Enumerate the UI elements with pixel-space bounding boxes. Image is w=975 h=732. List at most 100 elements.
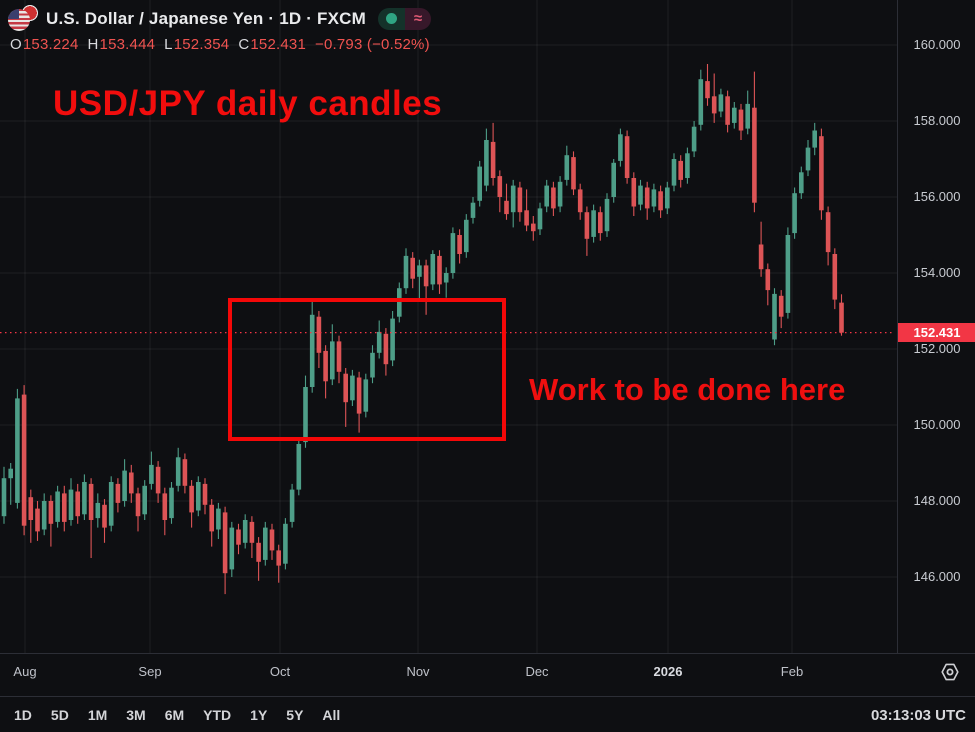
candle-body [343, 373, 348, 403]
candle-body [129, 472, 134, 494]
candle-body [812, 130, 817, 148]
candle-body [805, 147, 811, 171]
candle-body [155, 466, 161, 494]
candle-body [644, 187, 650, 209]
candle-body [792, 193, 797, 234]
market-status-toggle[interactable]: ≈ [378, 7, 431, 30]
candle-body [169, 487, 174, 519]
candle-body [236, 529, 241, 545]
approx-price-segment[interactable]: ≈ [405, 7, 431, 30]
candle-body [149, 464, 154, 484]
candle-body [256, 542, 261, 562]
close-label: C [238, 36, 250, 53]
range-button-5y[interactable]: 5Y [286, 707, 304, 723]
price-axis[interactable]: 152.431 160.000 158.000 156.000 154.000 152.… [897, 0, 975, 653]
candle-body [839, 302, 844, 333]
candle-body [819, 136, 824, 211]
market-status-dot-icon [386, 13, 397, 24]
low-label: L [164, 36, 173, 53]
candle-body [263, 527, 268, 560]
candle-body [316, 316, 322, 353]
candle-body [242, 520, 248, 543]
candle-body [611, 162, 616, 197]
candle-body [691, 126, 697, 152]
candle-body [450, 233, 456, 273]
candle-body [370, 352, 375, 378]
symbol-header[interactable]: U.S. Dollar / Japanese Yen · 1D · FXCM ≈ [8, 5, 431, 32]
candle-body [283, 523, 288, 564]
candle-body [430, 254, 436, 285]
candle-body [778, 295, 784, 317]
candle-body [196, 482, 201, 511]
usdjpy-flag-icon [8, 5, 40, 32]
annotation-headline: USD/JPY daily candles [53, 84, 443, 123]
candle-body [82, 482, 87, 515]
candle-body [189, 485, 194, 513]
candle-body [376, 331, 382, 353]
candle-body [765, 269, 771, 291]
candle-body [624, 136, 630, 178]
candle-body [658, 191, 663, 211]
candle-body [115, 483, 121, 503]
ohlc-row: O 153.224 H 153.444 L 152.354 C 152.431 −0.7… [10, 36, 430, 53]
candle-body [8, 468, 13, 479]
candle-body [162, 493, 168, 520]
candle-body [544, 185, 549, 207]
candle-body [577, 189, 583, 213]
candle-body [604, 198, 610, 232]
symbol-title[interactable]: U.S. Dollar / Japanese Yen · 1D · FXCM [46, 8, 366, 28]
close-value: 152.431 [250, 36, 307, 53]
candle-body [551, 187, 556, 209]
candle-body [95, 502, 101, 519]
range-button-1d[interactable]: 1D [14, 707, 32, 723]
last-price-label: 152.431 [898, 323, 975, 343]
candle-body [330, 341, 335, 380]
candle-body [705, 81, 710, 99]
candle-body [276, 550, 281, 566]
utc-clock[interactable]: 03:13:03 UTC [870, 706, 966, 724]
candle-body [464, 219, 469, 253]
candle-body [517, 187, 523, 213]
candlestick-chart[interactable] [0, 0, 897, 653]
axis-settings-icon[interactable] [939, 661, 961, 683]
candle-body [510, 185, 516, 213]
time-tick-label: Feb [780, 664, 804, 679]
candle-body [524, 210, 529, 226]
candle-body [75, 491, 80, 517]
candle-body [55, 491, 60, 522]
candle-body [336, 341, 342, 372]
range-button-1m[interactable]: 1M [87, 707, 108, 723]
candle-body [678, 160, 683, 180]
candle-body [296, 444, 302, 490]
candle-body [504, 200, 509, 215]
time-tick-label: Oct [269, 664, 291, 679]
range-button-3m[interactable]: 3M [126, 707, 146, 723]
price-tick-label: 158.000 [913, 113, 961, 128]
price-tick-label: 160.000 [913, 37, 961, 52]
candle-body [417, 265, 422, 277]
range-button-6m[interactable]: 6M [164, 707, 185, 723]
time-tick-label: Aug [13, 664, 37, 679]
candle-body [397, 288, 402, 317]
candle-body [564, 155, 570, 180]
candle-body [571, 157, 576, 190]
candle-body [738, 109, 744, 131]
range-button-ytd[interactable]: YTD [203, 707, 232, 723]
candle-body [618, 134, 623, 161]
range-button-1y[interactable]: 1Y [250, 707, 268, 723]
candle-body [718, 94, 724, 112]
range-button-all[interactable]: All [322, 707, 341, 723]
candle-body [423, 265, 429, 287]
range-button-5d[interactable]: 5D [50, 707, 69, 723]
candle-body [350, 375, 355, 401]
market-open-segment[interactable] [378, 7, 405, 30]
candle-body [303, 387, 308, 443]
candle-body [477, 166, 482, 201]
candle-body [531, 223, 536, 232]
candle-body [410, 257, 415, 279]
chart-canvas[interactable]: USD/JPY daily candles Work to be done he… [0, 0, 897, 653]
candle-body [671, 159, 677, 186]
time-axis[interactable]: Aug Sep Oct Nov Dec 2026 Feb [0, 653, 975, 697]
candle-body [28, 497, 34, 520]
